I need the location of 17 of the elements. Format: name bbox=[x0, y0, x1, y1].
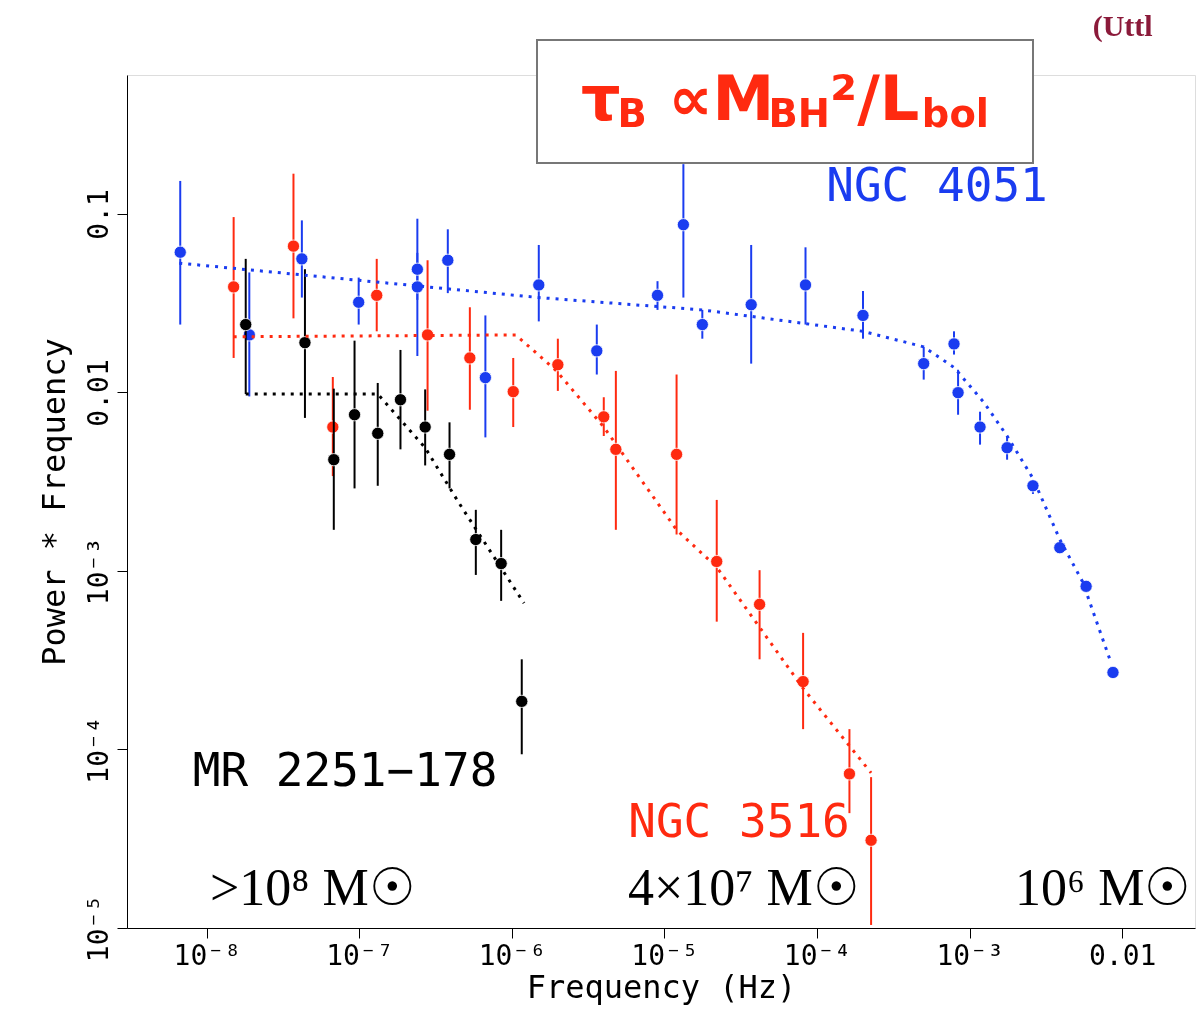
series-label: MR 2251−178 bbox=[192, 743, 498, 797]
annotation: 10⁶ M☉ bbox=[1015, 859, 1192, 916]
x-tick-label: 0.01 bbox=[1088, 938, 1157, 972]
series-label: NGC 3516 bbox=[628, 794, 850, 848]
x-tick-label: 10⁻³ bbox=[936, 938, 1004, 972]
y-tick-label: 0.1 bbox=[81, 189, 115, 240]
y-axis-title: Power * Frequency bbox=[34, 338, 73, 666]
x-tick-label: 10⁻⁷ bbox=[326, 938, 394, 972]
x-tick-label: 10⁻⁸ bbox=[173, 938, 241, 972]
annotation: τB ∝MBH²/Lbol bbox=[581, 62, 989, 136]
y-tick-label: 10⁻⁴ bbox=[81, 716, 115, 784]
annotation: 4×10⁷ M☉ bbox=[628, 859, 860, 916]
annotation: >10⁸ M☉ bbox=[210, 859, 416, 916]
y-tick-label: 0.01 bbox=[81, 359, 115, 427]
series-label: NGC 4051 bbox=[826, 158, 1048, 212]
y-tick-label: 10⁻³ bbox=[81, 537, 115, 606]
text: (Uttl bbox=[1092, 9, 1153, 43]
